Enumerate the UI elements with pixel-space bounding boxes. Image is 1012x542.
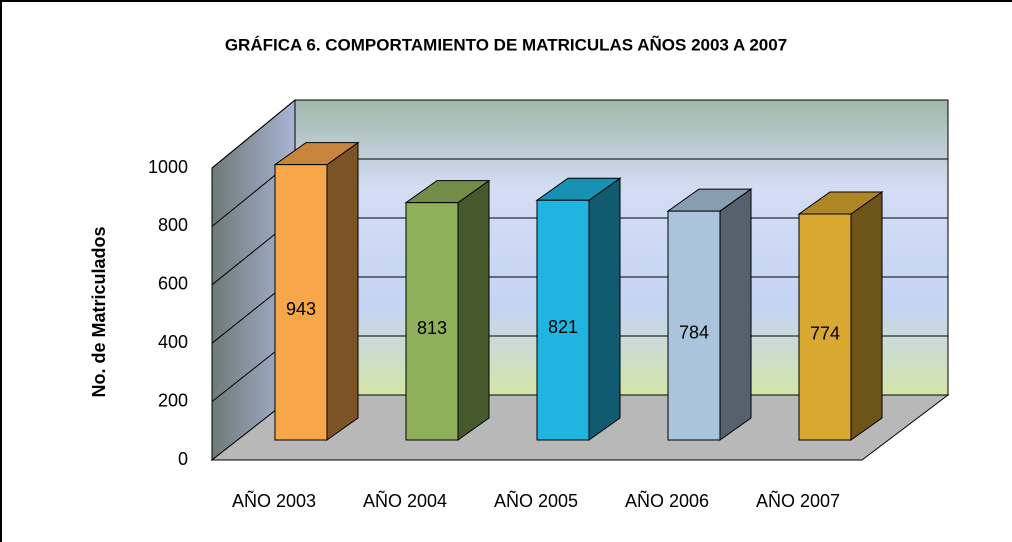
x-tick-label: AÑO 2006 xyxy=(625,490,709,511)
bar-side xyxy=(850,191,883,441)
bar-front xyxy=(536,199,590,441)
bar-side xyxy=(326,141,359,441)
bar xyxy=(797,191,884,441)
y-tick-label: 400 xyxy=(158,332,188,352)
y-tick-label: 600 xyxy=(158,274,188,294)
grid-line xyxy=(211,99,296,169)
bar-side xyxy=(588,177,621,441)
data-label: 821 xyxy=(548,317,578,337)
bar xyxy=(535,177,622,441)
bar-front xyxy=(667,210,721,441)
y-tick-label: 800 xyxy=(158,215,188,235)
bar-front xyxy=(798,213,852,441)
bar xyxy=(273,141,360,441)
bar xyxy=(404,179,491,441)
bar-side xyxy=(457,179,490,441)
bar-front xyxy=(274,164,328,441)
bar xyxy=(666,188,753,441)
y-tick-label: 1000 xyxy=(148,157,188,177)
data-label: 813 xyxy=(417,318,447,338)
y-tick-label: 0 xyxy=(178,449,188,469)
x-tick-label: AÑO 2004 xyxy=(363,490,447,511)
data-label: 943 xyxy=(286,299,316,319)
x-tick-label: AÑO 2005 xyxy=(494,490,578,511)
chart-title: GRÁFICA 6. COMPORTAMIENTO DE MATRICULAS … xyxy=(225,34,787,54)
y-axis-label: No. de Matriculados xyxy=(89,226,109,397)
bar-side xyxy=(719,188,752,441)
x-tick-label: AÑO 2007 xyxy=(756,490,840,511)
data-label: 784 xyxy=(679,322,709,342)
data-label: 774 xyxy=(810,324,840,344)
bar-front xyxy=(405,202,459,441)
x-tick-label: AÑO 2003 xyxy=(232,490,316,511)
y-tick-label: 200 xyxy=(158,390,188,410)
